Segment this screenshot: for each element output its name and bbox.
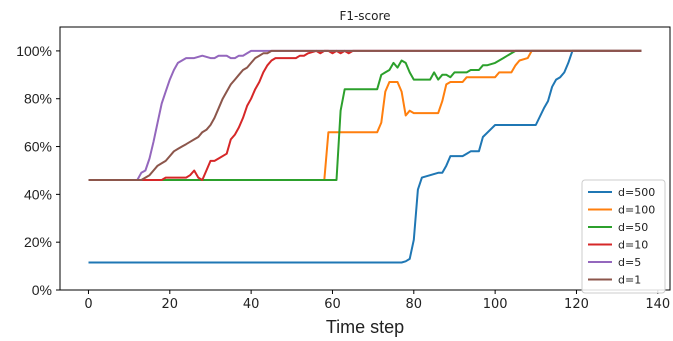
y-tick-label: 40% [24, 186, 52, 202]
series-line-d-50 [88, 49, 642, 181]
x-tick-label: 100 [483, 297, 508, 312]
legend-label: d=5 [618, 256, 641, 269]
y-tick-label: 100% [16, 43, 52, 59]
x-tick-label: 0 [84, 297, 92, 312]
series-line-d-100 [88, 49, 642, 181]
y-tick-label: 60% [24, 139, 52, 155]
chart-title: F1-score [339, 9, 390, 23]
x-tick-label: 20 [162, 297, 179, 312]
y-tick-label: 20% [24, 234, 52, 250]
legend-label: d=10 [618, 239, 648, 252]
series-lines [88, 49, 642, 264]
series-line-d-1 [88, 49, 642, 181]
x-tick-label: 40 [243, 297, 260, 312]
legend: d=500 d=100 d=50 d=10 d=5 d=1 [581, 179, 666, 294]
y-tick-label: 80% [24, 91, 52, 107]
y-tick-label: 0% [32, 282, 52, 298]
legend-label: d=500 [618, 186, 655, 199]
series-line-d-500 [88, 49, 642, 264]
legend-label: d=100 [618, 204, 655, 217]
x-tick-label: 60 [324, 297, 341, 312]
x-tick-label: 140 [645, 297, 670, 312]
y-axis: 0% 20% 40% 60% 80% 100% [16, 43, 60, 298]
x-tick-label: 120 [564, 297, 589, 312]
series-line-d-10 [88, 49, 642, 181]
x-axis: 0 20 40 60 80 100 120 140 [84, 290, 670, 312]
legend-label: d=1 [618, 274, 641, 287]
x-tick-label: 80 [406, 297, 423, 312]
legend-label: d=50 [618, 221, 648, 234]
x-axis-label: Time step [326, 317, 404, 337]
legend-box [581, 179, 666, 294]
plot-area [59, 26, 671, 291]
series-line-d-5 [88, 49, 642, 181]
